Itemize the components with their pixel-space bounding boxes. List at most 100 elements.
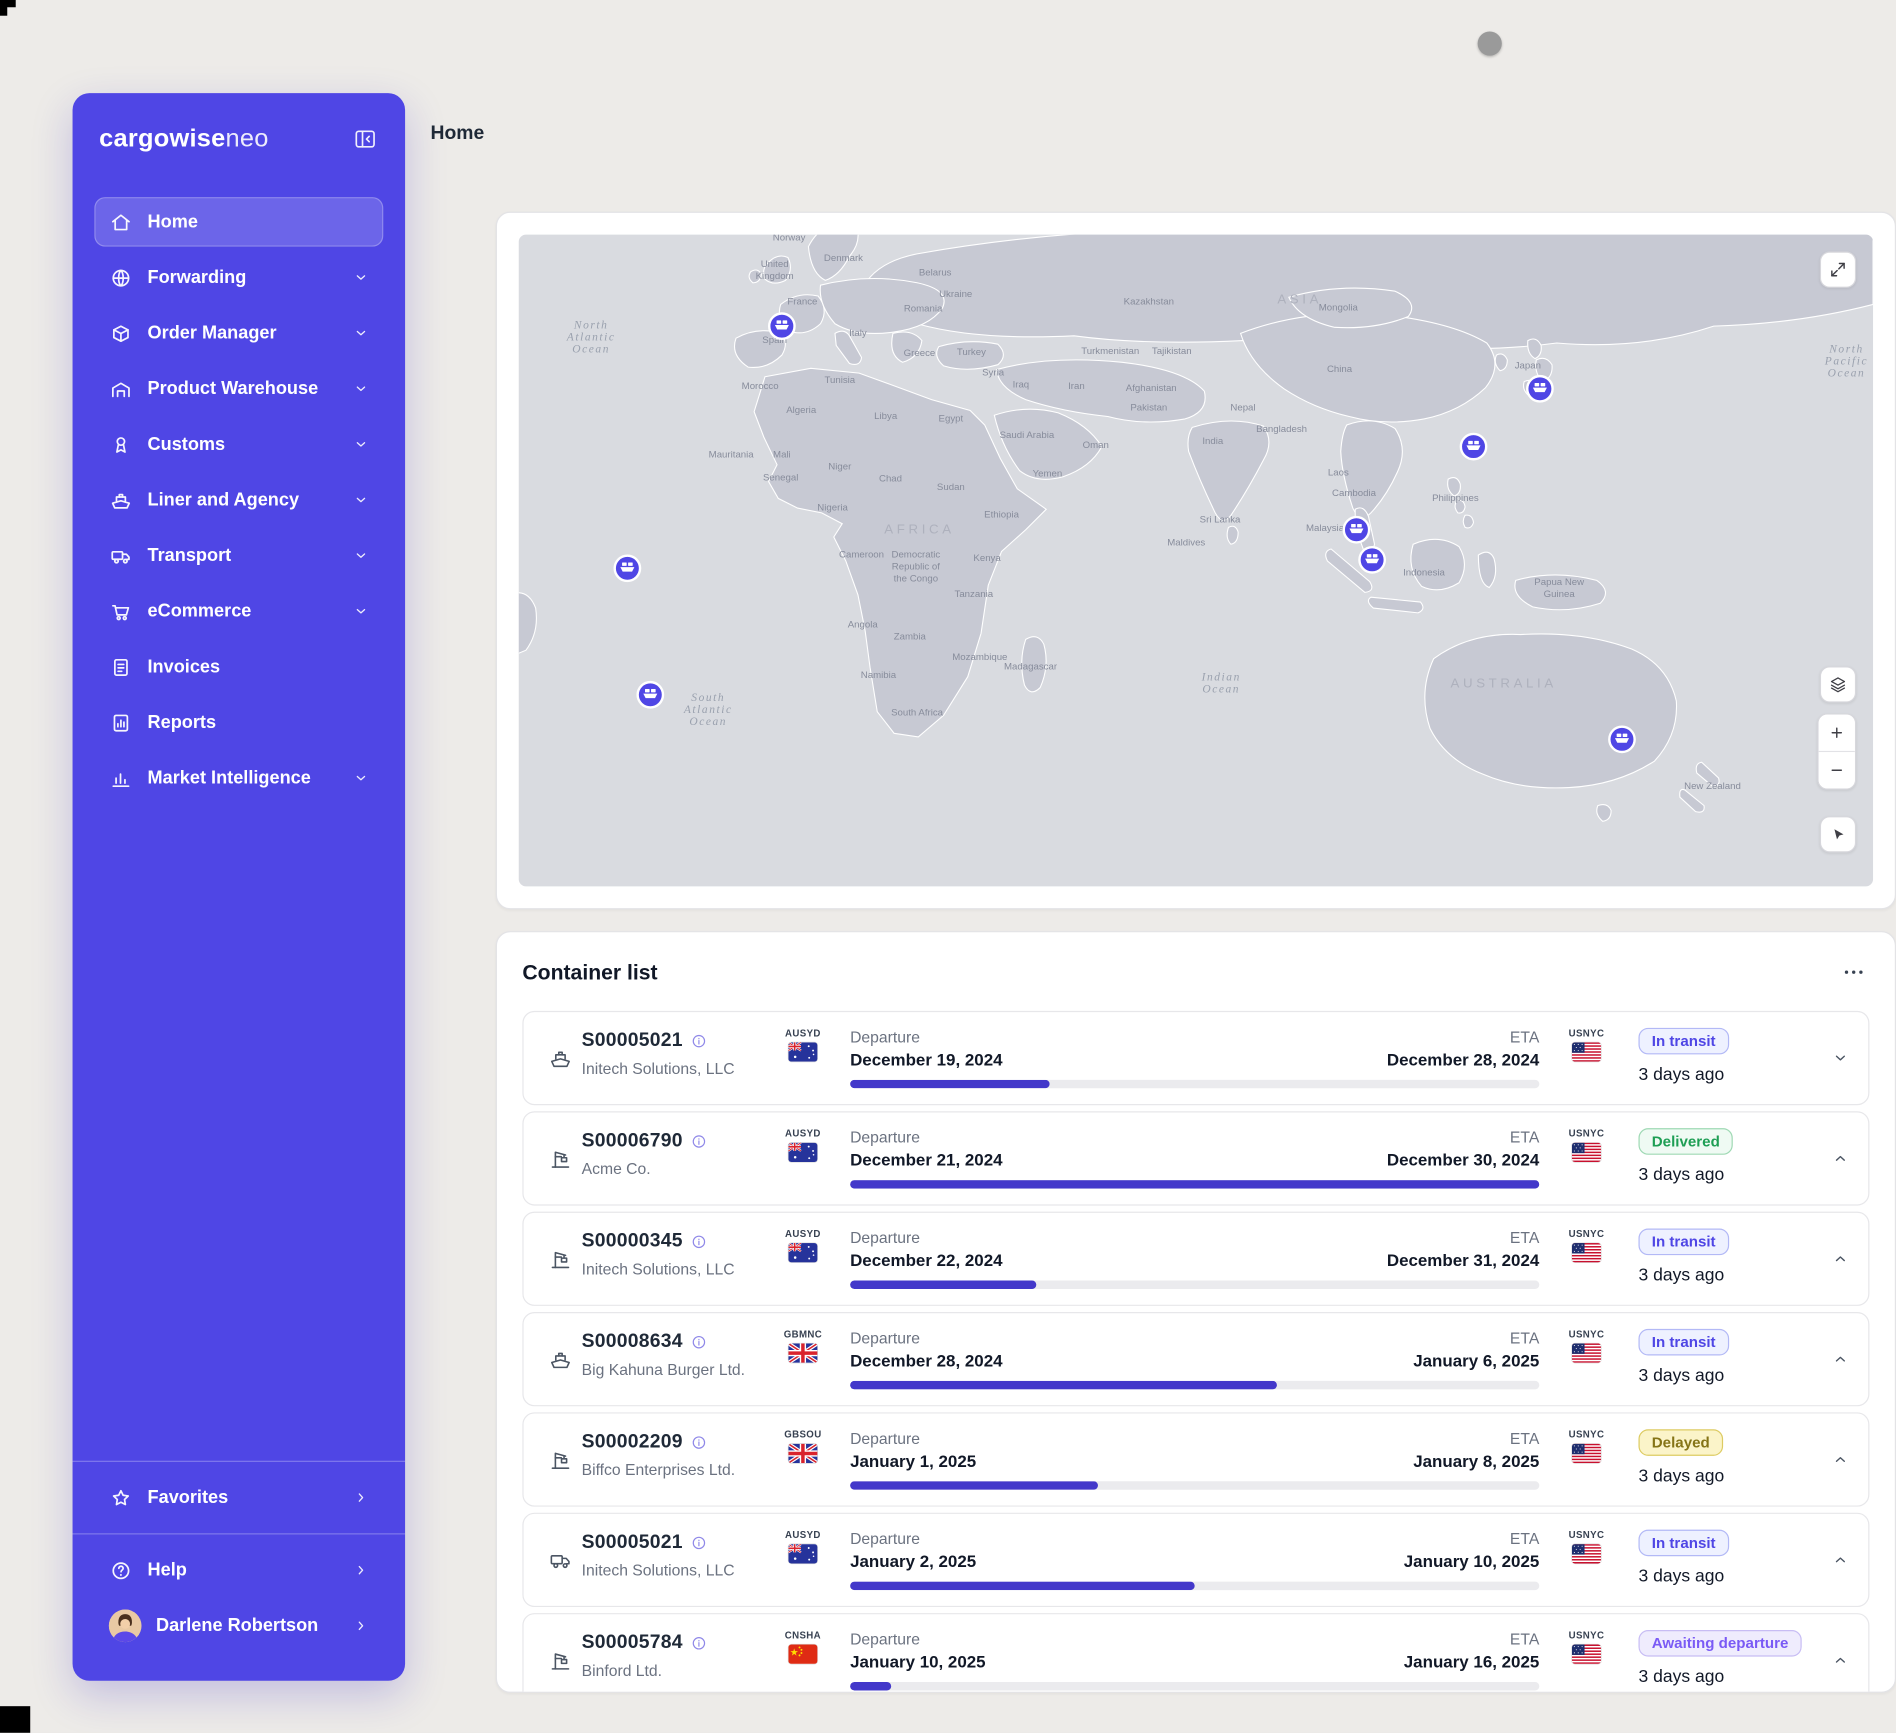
container-row[interactable]: S00005021Initech Solutions, LLCAUSYDDepa… (522, 1513, 1869, 1607)
sidebar-item-transport[interactable]: Transport (94, 531, 383, 581)
row-expand-chevron-up-icon[interactable] (1822, 1614, 1858, 1693)
departure-date: December 22, 2024 (850, 1250, 1002, 1269)
destination-port: USNYC (1559, 1313, 1615, 1405)
sidebar-item-label: Market Intelligence (148, 768, 311, 789)
progress-bar (850, 1381, 1539, 1389)
transport-icon (109, 544, 133, 568)
info-icon[interactable] (690, 1033, 707, 1050)
sidebar-item-home[interactable]: Home (94, 197, 383, 247)
container-rows: S00005021Initech Solutions, LLCAUSYDDepa… (522, 1011, 1869, 1693)
chevron-down-icon (353, 548, 369, 564)
sidebar-item-forwarding[interactable]: Forwarding (94, 253, 383, 303)
more-options-icon[interactable] (1838, 956, 1869, 987)
map-country-label: Madagascar (1004, 661, 1058, 672)
map-country-label: Angola (848, 619, 879, 630)
sidebar-item-customs[interactable]: Customs (94, 420, 383, 470)
info-icon[interactable] (690, 1635, 707, 1652)
sidebar-item-label: Favorites (148, 1487, 229, 1508)
map-landmass (1425, 634, 1677, 788)
eta-date: January 6, 2025 (1413, 1351, 1539, 1370)
zoom-in-icon[interactable] (1819, 715, 1855, 751)
row-expand-chevron-up-icon[interactable] (1822, 1414, 1858, 1506)
ship-marker[interactable] (638, 682, 663, 707)
map-country-label: Morocco (742, 381, 779, 392)
map-country-label: Mauritania (709, 449, 755, 460)
origin-port-code: AUSYD (785, 1128, 821, 1139)
ship-marker[interactable] (1461, 434, 1486, 459)
row-expand-chevron-up-icon[interactable] (1822, 1514, 1858, 1606)
map-fullscreen-icon[interactable] (1820, 252, 1856, 288)
world-map-svg: ASIAAFRICAAUSTRALIANorthAtlanticOceanNor… (519, 235, 1873, 887)
origin-port-code: AUSYD (785, 1530, 821, 1541)
sidebar-item-liner-and-agency[interactable]: Liner and Agency (94, 475, 383, 525)
ship-marker[interactable] (1359, 547, 1384, 572)
ship-marker[interactable] (615, 556, 640, 581)
map-country-label: Oman (1083, 440, 1109, 451)
sidebar-item-favorites[interactable]: Favorites (94, 1473, 383, 1523)
container-id: S00005021 (582, 1030, 683, 1052)
container-row[interactable]: S00005021Initech Solutions, LLCAUSYDDepa… (522, 1011, 1869, 1105)
row-expand-chevron-up-icon[interactable] (1822, 1213, 1858, 1305)
origin-port-code: GBSOU (784, 1429, 821, 1440)
origin-port: AUSYD (775, 1514, 831, 1606)
map-pointer-icon[interactable] (1820, 816, 1856, 852)
container-row[interactable]: S00006790Acme Co.AUSYDDepartureDecember … (522, 1111, 1869, 1205)
sidebar-item-darlene-robertson[interactable]: Darlene Robertson (94, 1601, 383, 1651)
sidebar-collapse-icon[interactable] (352, 126, 379, 153)
sidebar-item-reports[interactable]: Reports (94, 698, 383, 748)
info-icon[interactable] (690, 1133, 707, 1150)
origin-port-code: GBMNC (784, 1329, 822, 1340)
origin-flag-icon (788, 1343, 817, 1362)
sidebar-item-help[interactable]: Help (94, 1545, 383, 1595)
sidebar-item-ecommerce[interactable]: eCommerce (94, 586, 383, 636)
info-icon[interactable] (690, 1233, 707, 1250)
container-id: S00006790 (582, 1131, 683, 1153)
ship-marker[interactable] (1344, 517, 1369, 542)
departure-label: Departure (850, 1028, 1002, 1046)
shipment-id-block: S00002209Biffco Enterprises Ltd. (582, 1414, 775, 1506)
map-region-label: ASIA (1277, 291, 1322, 306)
sidebar-item-label: Home (148, 212, 198, 233)
progress-bar (850, 1281, 1539, 1289)
row-expand-chevron-up-icon[interactable] (1822, 1313, 1858, 1405)
sidebar-item-invoices[interactable]: Invoices (94, 642, 383, 692)
ship-marker[interactable] (769, 313, 794, 338)
container-row[interactable]: S00002209Biffco Enterprises Ltd.GBSOUDep… (522, 1412, 1869, 1506)
company-name: Big Kahuna Burger Ltd. (582, 1360, 775, 1378)
container-id: S00008634 (582, 1331, 683, 1353)
sidebar-item-label: Invoices (148, 657, 221, 678)
container-row[interactable]: S00005784Binford Ltd.CNSHADepartureJanua… (522, 1613, 1869, 1693)
destination-port-code: USNYC (1569, 1229, 1605, 1240)
crane-icon (538, 1414, 582, 1506)
sidebar-nav: Home ForwardingOrder Manager Product Wareh… (94, 197, 383, 809)
map-landmass (1227, 526, 1238, 544)
ship-icon (538, 1012, 582, 1104)
container-row[interactable]: S00008634 Big Kahuna Burger Ltd. GBMNC Depa… (522, 1312, 1869, 1406)
row-expand-chevron-up-icon[interactable] (1822, 1112, 1858, 1204)
departure-label: Departure (850, 1329, 1002, 1347)
origin-port: AUSYD (775, 1012, 831, 1104)
eta-label: ETA (1510, 1229, 1539, 1247)
map-country-label: Cameroon (839, 549, 884, 560)
info-icon[interactable] (690, 1534, 707, 1551)
world-map[interactable]: ASIAAFRICAAUSTRALIANorthAtlanticOceanNor… (519, 235, 1873, 887)
map-country-label: Turkey (957, 347, 986, 358)
info-icon[interactable] (690, 1434, 707, 1451)
container-row[interactable]: S00000345Initech Solutions, LLCAUSYDDepa… (522, 1212, 1869, 1306)
ship-marker[interactable] (1527, 376, 1552, 401)
container-id: S00002209 (582, 1432, 683, 1454)
map-landmass (1478, 552, 1495, 587)
company-name: Binford Ltd. (582, 1661, 775, 1679)
info-icon[interactable] (690, 1334, 707, 1351)
container-list-title: Container list (522, 960, 657, 985)
zoom-out-icon[interactable] (1819, 752, 1855, 788)
map-country-label: Belarus (919, 268, 952, 279)
sidebar-item-order-manager[interactable]: Order Manager (94, 308, 383, 358)
ship-marker[interactable] (1609, 727, 1634, 752)
origin-port: AUSYD (775, 1112, 831, 1204)
map-layers-icon[interactable] (1820, 666, 1856, 702)
status-block: Delivered3 days ago (1614, 1112, 1822, 1204)
sidebar-item-product-warehouse[interactable]: Product Warehouse (94, 364, 383, 414)
row-expand-chevron-down-icon[interactable] (1822, 1012, 1858, 1104)
sidebar-item-market-intelligence[interactable]: Market Intelligence (94, 753, 383, 803)
